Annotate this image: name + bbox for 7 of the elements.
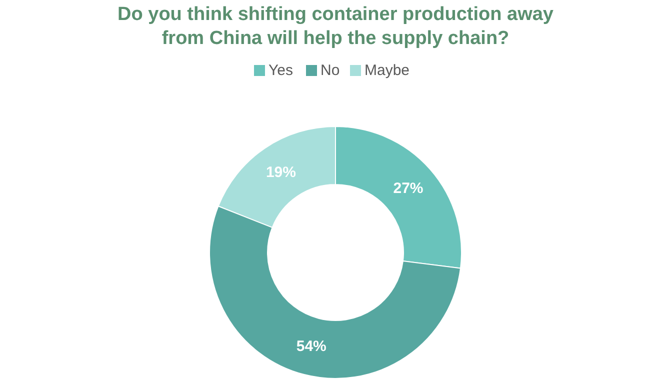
- legend-label: No: [320, 62, 340, 79]
- chart-title: Do you think shifting container production away from China will help the supply chain?: [118, 4, 554, 49]
- data-label: 27%: [393, 180, 424, 197]
- legend-label: Maybe: [364, 62, 410, 79]
- data-label: 19%: [266, 164, 296, 181]
- data-label: 54%: [296, 338, 326, 355]
- legend-label: Yes: [268, 62, 293, 79]
